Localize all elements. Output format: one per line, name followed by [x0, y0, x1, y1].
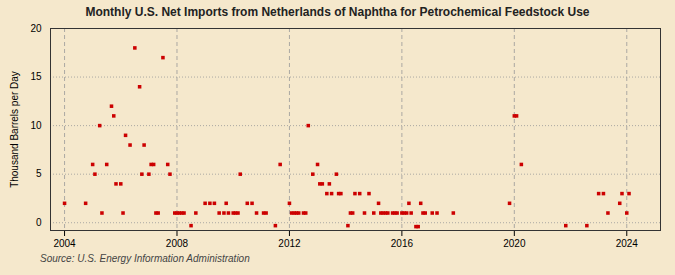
svg-text:Thousand Barrels per Day: Thousand Barrels per Day	[9, 71, 20, 188]
svg-text:2024: 2024	[616, 238, 639, 249]
svg-text:10: 10	[30, 120, 42, 131]
svg-text:2004: 2004	[53, 238, 76, 249]
svg-text:2016: 2016	[391, 238, 414, 249]
svg-text:2020: 2020	[503, 238, 526, 249]
svg-text:0: 0	[36, 217, 42, 228]
html-text:Source: U.S. Energy Informatio: Source: U.S. Energy Information Administ…	[40, 253, 250, 264]
html-text:Monthly U.S. Net Imports from: Monthly U.S. Net Imports from Netherland…	[85, 5, 590, 19]
svg-text:15: 15	[30, 71, 42, 82]
svg-text:20: 20	[30, 23, 42, 34]
svg-text:2012: 2012	[278, 238, 301, 249]
svg-text:2008: 2008	[166, 238, 189, 249]
svg-text:5: 5	[36, 168, 42, 179]
